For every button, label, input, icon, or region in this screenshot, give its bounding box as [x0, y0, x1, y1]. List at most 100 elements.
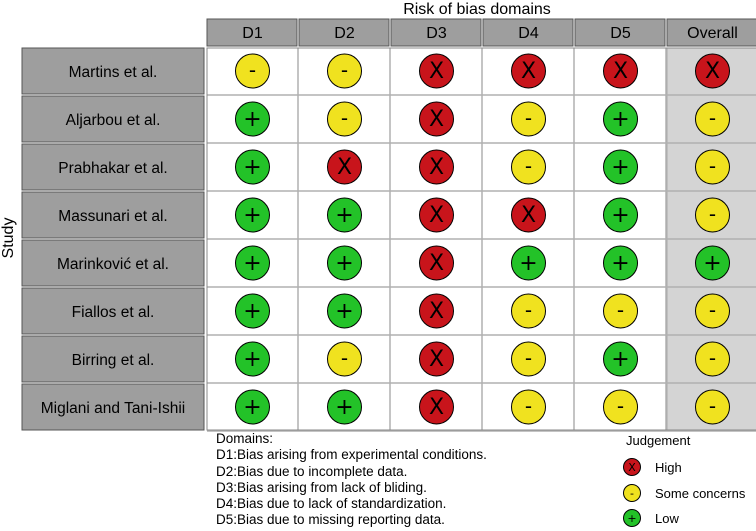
judgement-symbol: X — [429, 59, 444, 84]
domain-text: Bias due to lack of standardization. — [237, 496, 447, 512]
grid-border — [206, 47, 756, 431]
judgement-symbol: + — [335, 203, 353, 228]
domains-key: Domains: D1:Bias arising from experiment… — [216, 431, 487, 529]
domain-key: D5: — [216, 512, 238, 528]
judgement-symbol: + — [703, 251, 721, 276]
judgement-symbol: X — [429, 203, 444, 228]
column-header-d1: D1 — [242, 25, 263, 42]
some-concerns-marker-icon: - — [623, 484, 641, 502]
judgement-some-marker — [511, 101, 546, 137]
study-label: Prabhakar et al. — [58, 160, 167, 177]
judgement-symbol: X — [429, 395, 444, 420]
judgement-symbol: X — [429, 299, 444, 324]
study-label-bg — [21, 287, 205, 335]
domain-key: D3: — [216, 479, 238, 495]
judgement-low-marker — [511, 245, 546, 281]
judgement-some-marker — [695, 293, 730, 329]
column-header-d5: D5 — [610, 25, 631, 42]
column-header-bg — [390, 18, 482, 47]
judgement-symbol: - — [709, 202, 716, 226]
judgement-symbol: X — [429, 251, 444, 276]
judgement-low-marker — [327, 389, 362, 425]
study-label: Fiallos et al. — [72, 304, 155, 321]
domain-item-d1: D1:Bias arising from experimental condit… — [216, 447, 487, 463]
study-label-bg — [21, 95, 205, 143]
legend-item-some-concerns: - Some concerns — [623, 482, 745, 504]
judgement-some-marker — [327, 341, 362, 377]
judgement-low-marker — [327, 245, 362, 281]
domain-text: Bias arising from lack of bliding. — [237, 479, 427, 495]
judgement-symbol: - — [525, 298, 532, 322]
domain-item-d2: D2:Bias due to incomplete data. — [216, 464, 487, 480]
judgement-legend-title: Judgement — [626, 433, 691, 448]
domain-text: Bias arising from experimental condition… — [237, 447, 487, 463]
column-header-bg — [574, 18, 666, 47]
low-marker-icon: + — [623, 509, 641, 527]
judgement-symbol: - — [341, 58, 348, 82]
judgement-symbol: X — [521, 59, 536, 84]
judgement-high-marker — [419, 245, 454, 281]
judgement-some-marker — [511, 149, 546, 185]
study-label-bg — [21, 335, 205, 383]
column-header-bg — [298, 18, 390, 47]
judgement-low-marker — [235, 389, 270, 425]
column-header-d2: D2 — [334, 25, 355, 42]
judgement-some-marker — [511, 293, 546, 329]
judgement-symbol: + — [243, 299, 261, 324]
judgement-low-marker — [235, 197, 270, 233]
column-header-d3: D3 — [426, 25, 447, 42]
domain-key: D1: — [216, 447, 238, 463]
study-label-bg — [21, 383, 205, 431]
domain-text: Bias due to incomplete data. — [237, 463, 408, 479]
legend-label: Low — [655, 510, 679, 526]
column-header-bg — [206, 18, 298, 47]
judgement-low-marker — [603, 245, 638, 281]
judgement-symbol: - — [709, 346, 716, 370]
judgement-symbol: + — [243, 107, 261, 132]
judgement-low-marker — [603, 197, 638, 233]
judgement-symbol: X — [521, 203, 536, 228]
judgement-high-marker — [419, 389, 454, 425]
domain-key: D4: — [216, 496, 238, 512]
judgement-symbol: X — [429, 155, 444, 180]
study-label: Aljarbou et al. — [66, 112, 161, 129]
judgement-symbol: - — [341, 346, 348, 370]
domain-key: D2: — [216, 463, 238, 479]
legend-label: Some concerns — [655, 485, 746, 501]
judgement-low-marker — [235, 341, 270, 377]
judgement-high-marker — [511, 197, 546, 233]
judgement-symbol: + — [243, 395, 261, 420]
judgement-symbol: + — [243, 251, 261, 276]
judgement-symbol: + — [519, 251, 537, 276]
judgement-symbol: - — [525, 106, 532, 130]
judgement-high-marker — [603, 53, 638, 89]
judgement-symbol: + — [611, 203, 629, 228]
judgement-some-marker — [695, 101, 730, 137]
judgement-high-marker — [419, 197, 454, 233]
judgement-high-marker — [419, 101, 454, 137]
judgement-low-marker — [327, 197, 362, 233]
judgement-symbol: - — [525, 346, 532, 370]
judgement-symbol: X — [705, 59, 720, 84]
judgement-some-marker — [603, 293, 638, 329]
column-header-bg — [482, 18, 574, 47]
column-header-bg — [666, 18, 756, 47]
judgement-high-marker — [511, 53, 546, 89]
judgement-symbol: + — [335, 251, 353, 276]
legend-label: High — [655, 459, 682, 475]
judgement-high-marker — [327, 149, 362, 185]
study-label: Birring et al. — [72, 352, 155, 369]
judgement-low-marker — [603, 341, 638, 377]
judgement-symbol: + — [611, 155, 629, 180]
judgement-symbol: - — [249, 58, 256, 82]
judgement-some-marker — [695, 197, 730, 233]
study-label: Miglani and Tani-Ishii — [41, 400, 185, 417]
judgement-high-marker — [419, 149, 454, 185]
domain-text: Bias due to missing reporting data. — [237, 512, 445, 528]
judgement-low-marker — [235, 293, 270, 329]
judgement-symbol: X — [337, 155, 352, 180]
judgement-some-marker — [327, 53, 362, 89]
judgement-some-marker — [695, 149, 730, 185]
